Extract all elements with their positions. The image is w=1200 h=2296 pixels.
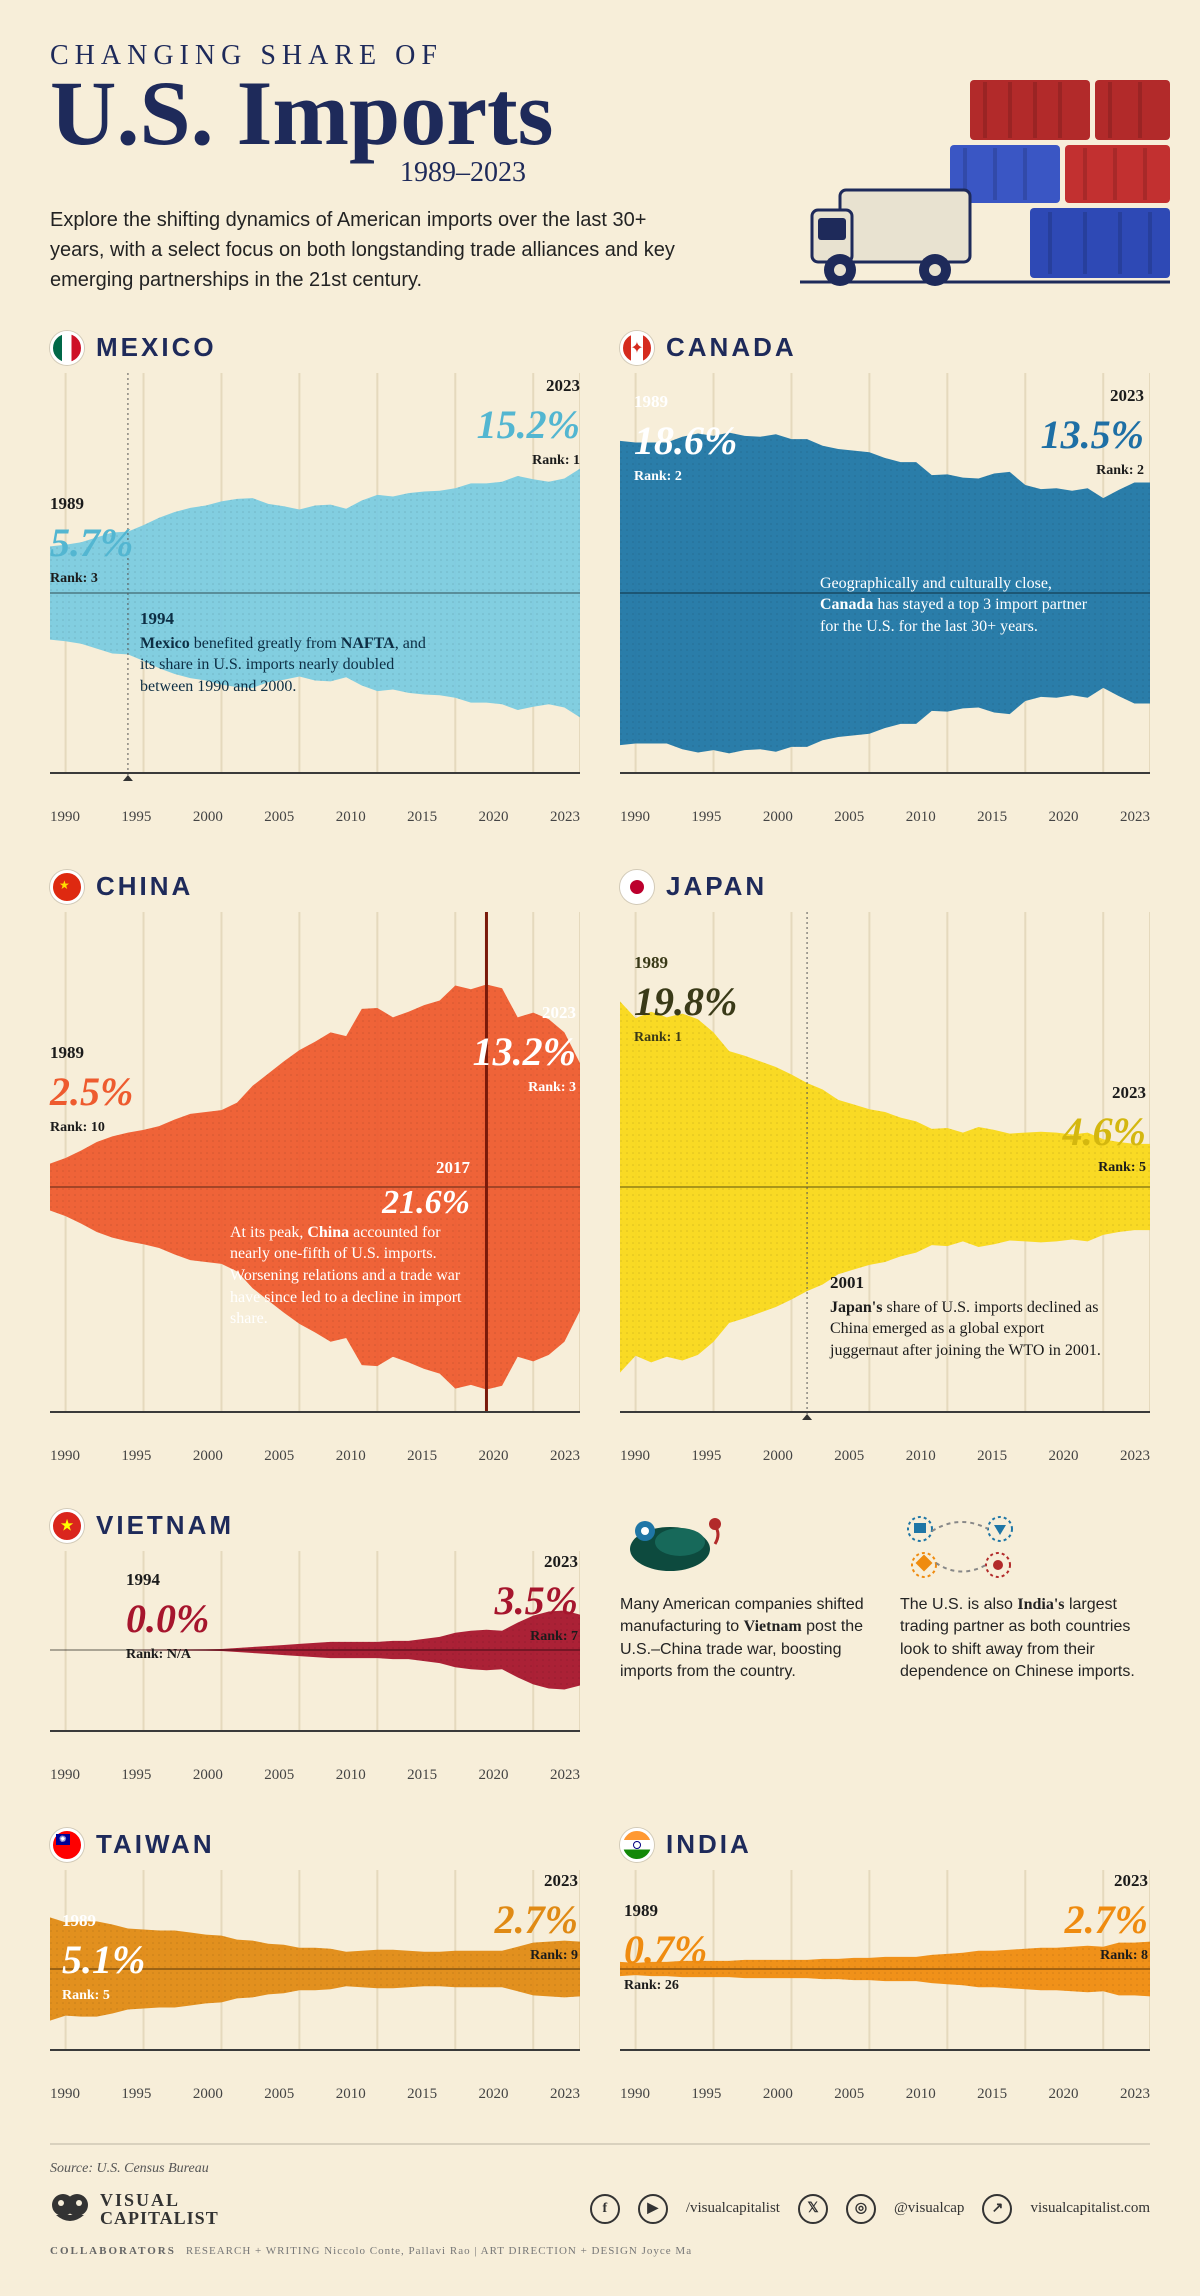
china-chart: 19901995200020052010201520202023 1989 2.… [50,912,580,1465]
japan-end-pct: 4.6% [1063,1105,1146,1159]
mexico-flag-icon [50,331,84,365]
canada-start-rank: Rank: 2 [634,468,737,487]
india-end-pct: 2.7% [1065,1893,1148,1947]
india-name: INDIA [666,1829,752,1860]
china-end-rank: Rank: 3 [473,1079,576,1098]
canada-chart: 19901995200020052010201520202023 1989 18… [620,373,1150,826]
trade-routes-icon [900,1509,1020,1579]
vietnam-start-pct: 0.0% [126,1592,209,1646]
japan-start-rank: Rank: 1 [634,1029,737,1048]
mexico-start-rank: Rank: 3 [50,570,133,589]
taiwan-panel: ✺ TAIWAN 1990199520002005201020152020202… [50,1828,580,2103]
x-handle: @visualcap [894,2200,964,2217]
mexico-end-rank: Rank: 1 [477,452,580,471]
vietnam-chart: 19901995200020052010201520202023 1994 0.… [50,1551,580,1784]
canada-name: CANADA [666,332,797,363]
china-name: CHINA [96,871,193,902]
japan-start-pct: 19.8% [634,975,737,1029]
china-start-year: 1989 [50,1042,133,1065]
china-start-pct: 2.5% [50,1065,133,1119]
india-start-year: 1989 [624,1900,707,1923]
china-panel: ★ CHINA 19901995200020052010201520202023… [50,870,580,1465]
mexico-end-year: 2023 [477,375,580,398]
china-callout: At its peak, China accounted for nearly … [230,1222,470,1330]
globe-pin-icon [620,1509,740,1579]
vietnam-note: Many American companies shifted manufact… [620,1594,870,1684]
web-icon[interactable]: ↗ [982,2194,1012,2224]
india-flag-icon [620,1828,654,1862]
india-start-pct: 0.7% [624,1923,707,1977]
intro-text: Explore the shifting dynamics of America… [50,205,690,295]
header: CHANGING SHARE OF U.S. Imports 1989–2023… [50,40,1150,295]
vietnam-start-year: 1994 [126,1569,209,1592]
mexico-panel: MEXICO 19901995200020052010201520202023 … [50,331,580,826]
taiwan-name: TAIWAN [96,1829,215,1860]
taiwan-end-pct: 2.7% [495,1893,578,1947]
collaborators: COLLABORATORSRESEARCH + WRITING Niccolo … [50,2245,1150,2257]
japan-end-rank: Rank: 5 [1063,1159,1146,1178]
canada-start-year: 1989 [634,391,737,414]
vietnam-end-year: 2023 [495,1551,578,1574]
canada-panel: ✦ CANADA 1990199520002005201020152020202… [620,331,1150,826]
taiwan-start-year: 1989 [62,1910,145,1933]
vietnam-panel: ★ VIETNAM 199019952000200520102015202020… [50,1509,580,1784]
web-url: visualcapitalist.com [1030,2200,1150,2217]
vietnam-name: VIETNAM [96,1510,234,1541]
vietnam-end-rank: Rank: 7 [495,1628,578,1647]
india-chart: 19901995200020052010201520202023 1989 0.… [620,1870,1150,2103]
footer: Source: U.S. Census Bureau VISUALCAPITAL… [50,2143,1150,2257]
japan-name: JAPAN [666,871,767,902]
japan-end-year: 2023 [1063,1082,1146,1105]
mexico-end-pct: 15.2% [477,398,580,452]
taiwan-chart: 19901995200020052010201520202023 1989 5.… [50,1870,580,2103]
mexico-chart: 19901995200020052010201520202023 1989 5.… [50,373,580,826]
truck-illustration [750,70,1170,300]
china-peak-year: 2017 [382,1157,470,1180]
instagram-icon[interactable]: ◎ [846,2194,876,2224]
canada-end-year: 2023 [1041,385,1144,408]
china-peak-pct: 21.6% [382,1180,470,1226]
source-text: Source: U.S. Census Bureau [50,2161,1150,2177]
japan-flag-icon [620,870,654,904]
facebook-icon[interactable]: f [590,2194,620,2224]
india-end-rank: Rank: 8 [1065,1947,1148,1966]
mexico-name: MEXICO [96,332,217,363]
japan-callout: 2001 Japan's share of U.S. imports decli… [830,1272,1110,1362]
brand-logo: VISUALCAPITALIST [50,2191,219,2227]
india-start-rank: Rank: 26 [624,1977,707,1996]
canada-callout: Geographically and culturally close, Can… [820,573,1100,638]
taiwan-end-year: 2023 [495,1870,578,1893]
youtube-icon[interactable]: ▶ [638,2194,668,2224]
china-flag-icon: ★ [50,870,84,904]
china-end-pct: 13.2% [473,1025,576,1079]
china-end-year: 2023 [473,1002,576,1025]
taiwan-start-rank: Rank: 5 [62,1987,145,2006]
mexico-callout: 1994 Mexico benefited greatly from NAFTA… [140,608,440,698]
side-notes: Many American companies shifted manufact… [620,1509,1150,1784]
india-end-year: 2023 [1065,1870,1148,1893]
brand-text: VISUALCAPITALIST [100,2191,219,2227]
india-note: The U.S. is also India's largest trading… [900,1594,1150,1684]
vietnam-flag-icon: ★ [50,1509,84,1543]
youtube-handle: /visualcapitalist [686,2200,780,2217]
canada-end-rank: Rank: 2 [1041,462,1144,481]
india-panel: INDIA 19901995200020052010201520202023 1… [620,1828,1150,2103]
japan-panel: JAPAN 19901995200020052010201520202023 1… [620,870,1150,1465]
canada-end-pct: 13.5% [1041,408,1144,462]
japan-start-year: 1989 [634,952,737,975]
social-links: f ▶ /visualcapitalist 𝕏 ◎ @visualcap ↗ v… [590,2194,1150,2224]
vietnam-start-rank: Rank: N/A [126,1646,209,1665]
taiwan-end-rank: Rank: 9 [495,1947,578,1966]
vc-logo-icon [50,2191,90,2227]
china-start-rank: Rank: 10 [50,1119,133,1138]
mexico-start-pct: 5.7% [50,516,133,570]
mexico-start-year: 1989 [50,493,133,516]
japan-chart: 19901995200020052010201520202023 1989 19… [620,912,1150,1465]
vietnam-end-pct: 3.5% [495,1574,578,1628]
canada-start-pct: 18.6% [634,414,737,468]
taiwan-start-pct: 5.1% [62,1933,145,1987]
x-icon[interactable]: 𝕏 [798,2194,828,2224]
canada-flag-icon: ✦ [620,331,654,365]
taiwan-flag-icon: ✺ [50,1828,84,1862]
